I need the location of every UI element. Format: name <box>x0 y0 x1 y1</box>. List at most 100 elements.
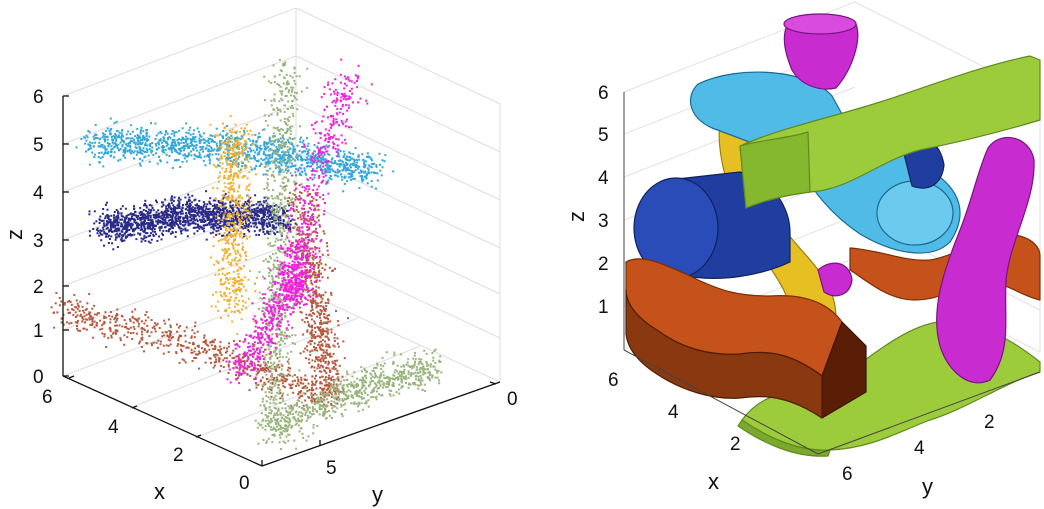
scatter-point <box>311 375 314 378</box>
scatter-point <box>316 216 319 219</box>
scatter-point <box>258 356 261 359</box>
scatter-point <box>212 231 214 234</box>
scatter-point <box>307 271 310 274</box>
scatter-point <box>184 227 187 230</box>
scatter-point <box>159 130 162 133</box>
scatter-point <box>105 227 108 230</box>
scatter-point <box>198 227 201 230</box>
scatter-point <box>184 229 187 232</box>
scatter-point <box>379 375 382 378</box>
scatter-point <box>128 234 131 237</box>
scatter-point <box>157 219 160 222</box>
scatter-point <box>226 132 229 135</box>
scatter-point <box>217 158 220 161</box>
scatter-point <box>155 233 157 236</box>
grid-line <box>295 151 501 249</box>
scatter-point <box>218 225 221 227</box>
scatter-point <box>158 221 161 224</box>
scatter-point <box>173 221 176 224</box>
scatter-point <box>211 218 214 221</box>
scatter-point <box>181 138 184 141</box>
scatter-point <box>193 213 196 216</box>
scatter-point <box>284 188 287 191</box>
scatter-point <box>231 207 234 210</box>
scatter-point <box>92 228 95 230</box>
scatter-point <box>326 322 329 325</box>
scatter-point <box>319 313 322 315</box>
scatter-point <box>252 219 255 222</box>
scatter-point <box>176 207 179 210</box>
scatter-point <box>325 383 328 386</box>
scatter-point <box>205 238 208 241</box>
scatter-point <box>109 330 112 333</box>
scatter-point <box>332 387 335 390</box>
scatter-point <box>115 236 118 239</box>
scatter-point <box>295 420 298 423</box>
scatter-point <box>200 211 203 214</box>
scatter-point <box>253 154 256 157</box>
scatter-point <box>210 146 213 149</box>
scatter-point <box>231 352 234 355</box>
scatter-point <box>267 437 270 440</box>
scatter-point <box>267 304 269 307</box>
scatter-point <box>270 355 273 357</box>
scatter-point <box>170 146 173 149</box>
scatter-point <box>348 164 351 167</box>
scatter-point <box>141 327 143 329</box>
scatter-point <box>284 380 287 383</box>
scatter-point <box>354 392 357 395</box>
scatter-point <box>278 224 281 227</box>
scatter-point <box>407 358 410 361</box>
scatter-point <box>133 328 136 331</box>
scatter-point <box>142 213 145 216</box>
scatter-point <box>264 369 267 372</box>
scatter-point <box>303 169 306 172</box>
scatter-point <box>184 144 187 147</box>
scatter-point <box>202 132 205 135</box>
scatter-point <box>305 256 308 259</box>
scatter-point <box>149 218 152 221</box>
scatter-point <box>194 207 197 210</box>
scatter-point <box>317 327 320 329</box>
scatter-point <box>85 318 88 321</box>
scatter-point <box>221 220 224 223</box>
scatter-point <box>403 372 405 375</box>
scatter-point <box>296 382 299 385</box>
scatter-point <box>318 370 321 373</box>
scatter-point <box>225 138 228 141</box>
scatter-point <box>124 156 127 159</box>
scatter-point <box>278 355 281 358</box>
scatter-point <box>187 146 190 149</box>
scatter-point <box>314 276 317 279</box>
scatter-point <box>278 154 281 157</box>
scatter-point <box>161 232 164 235</box>
scatter-point <box>188 213 191 216</box>
scatter-point <box>295 98 298 101</box>
scatter-point <box>152 154 155 156</box>
scatter-point <box>267 370 270 373</box>
scatter-point <box>279 339 282 342</box>
scatter-point <box>260 207 263 210</box>
scatter-point <box>85 313 88 316</box>
scatter-point <box>115 139 118 142</box>
scatter-point <box>330 377 332 380</box>
scatter-point <box>167 344 170 347</box>
scatter-point <box>363 402 366 405</box>
scatter-point <box>400 385 403 388</box>
scatter-point <box>368 172 370 175</box>
scatter-point <box>300 390 303 392</box>
scatter-point <box>163 214 166 216</box>
scatter-point <box>171 230 174 233</box>
scatter-point <box>326 242 328 245</box>
scatter-point <box>284 280 287 283</box>
scatter-point <box>290 155 293 158</box>
scatter-point <box>121 134 124 137</box>
scatter-point <box>277 383 280 386</box>
scatter-point <box>266 260 269 263</box>
scatter-point <box>268 345 271 348</box>
scatter-point <box>165 331 168 334</box>
scatter-point <box>232 349 235 352</box>
scatter-point <box>260 147 263 150</box>
scatter-point <box>215 217 218 220</box>
scatter-point <box>284 374 287 377</box>
